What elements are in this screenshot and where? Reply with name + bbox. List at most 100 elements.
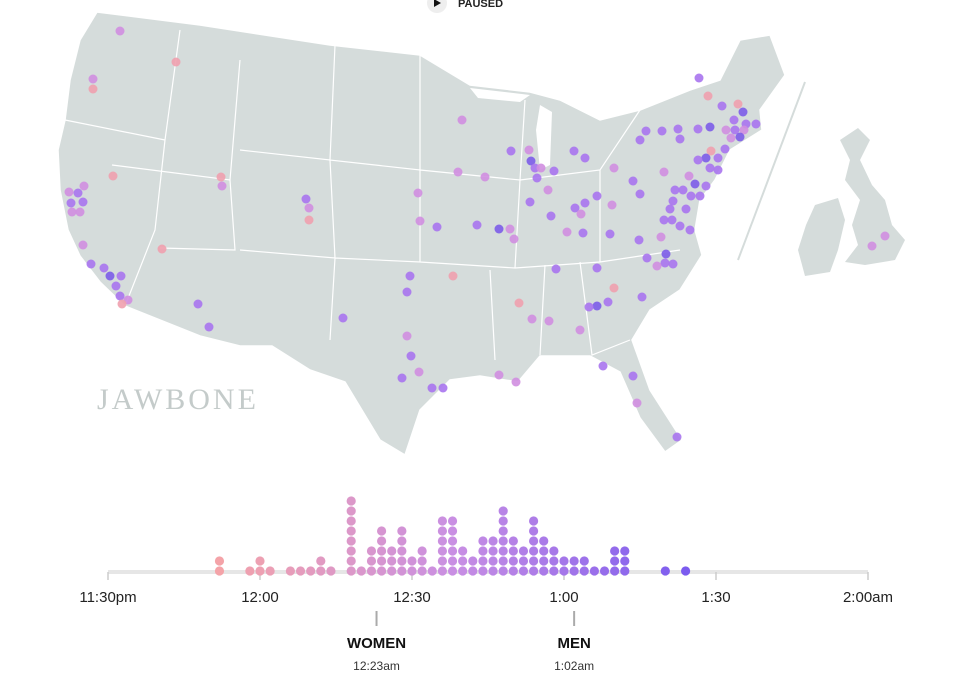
map-dot (64, 187, 74, 197)
time-dot (326, 566, 336, 576)
time-dot (569, 556, 579, 566)
map-dot (685, 225, 695, 235)
map-dot (603, 297, 613, 307)
x-tick-label: 11:30pm (79, 589, 136, 606)
map-dot (402, 331, 412, 341)
map-dot (672, 432, 682, 442)
map-dot (527, 314, 537, 324)
lake (536, 105, 552, 170)
annotation-time: 12:23am (353, 659, 400, 673)
map-dot (514, 298, 524, 308)
map-dot (526, 156, 536, 166)
time-dot (214, 566, 225, 576)
map-dot (216, 172, 226, 182)
play-button[interactable] (427, 0, 447, 13)
time-dot (478, 546, 488, 556)
map-dot (609, 283, 619, 293)
map-dot (717, 101, 727, 111)
map-dot (667, 215, 677, 225)
map-dot (694, 73, 704, 83)
annotation-name: WOMEN (347, 635, 406, 652)
time-dot (377, 556, 387, 566)
time-dot (529, 566, 539, 576)
time-dot (488, 546, 498, 556)
map-dot (668, 196, 678, 206)
time-dot (417, 566, 427, 576)
time-dot (549, 566, 559, 576)
time-dot (407, 566, 417, 576)
timeline: 11:30pm 12:00 12:30 1:00 1:30 2:00am WOMEN 12:2… (79, 496, 893, 673)
time-dot (498, 506, 508, 516)
time-dot (377, 566, 387, 576)
map-dot (701, 153, 711, 163)
time-dot (559, 556, 569, 566)
time-dot (316, 566, 326, 576)
map-dot (592, 263, 602, 273)
map-dot (665, 204, 675, 214)
map-dot (304, 203, 314, 213)
brand-logo: JAWBONE (97, 383, 259, 416)
time-dot (620, 566, 630, 576)
map-dot (706, 146, 716, 156)
map-dot (532, 173, 542, 183)
time-dot (488, 556, 498, 566)
time-dot (468, 566, 478, 576)
time-dot (458, 566, 468, 576)
time-dot (397, 556, 407, 566)
map-dot (448, 271, 458, 281)
time-dot (447, 516, 458, 526)
time-dot (245, 566, 255, 576)
map-dot (217, 181, 227, 191)
time-dot (529, 526, 539, 536)
map-dot (628, 176, 638, 186)
map-dot (713, 153, 723, 163)
map-dot (632, 398, 642, 408)
map-dot (675, 221, 685, 231)
map-dot (67, 207, 77, 217)
x-tick-label: 12:30 (393, 589, 431, 606)
map-dot (511, 377, 521, 387)
time-dot (346, 546, 356, 556)
time-dot (478, 566, 488, 576)
time-dot (366, 556, 377, 566)
time-dot (437, 526, 447, 536)
time-dot (377, 546, 387, 556)
map-dot (413, 188, 423, 198)
time-dot (498, 566, 508, 576)
time-dot (387, 556, 397, 566)
x-tick-label: 1:00 (549, 589, 578, 606)
time-dot (265, 566, 275, 576)
map-dot (580, 198, 590, 208)
map-dot (576, 209, 586, 219)
map-dot (78, 240, 88, 250)
map-dot (86, 259, 96, 269)
time-dot (498, 516, 508, 526)
map-dot (705, 122, 715, 132)
time-dot (478, 536, 488, 546)
map-dot (657, 126, 667, 136)
map-dot (703, 91, 713, 101)
map-dot (562, 227, 572, 237)
time-dot (377, 536, 387, 546)
time-dot (498, 556, 508, 566)
time-dot (295, 566, 306, 576)
annotation-name: MEN (557, 635, 590, 652)
map-dot (607, 200, 617, 210)
map-dot (193, 299, 203, 309)
time-dot (397, 536, 407, 546)
map-dot (569, 146, 579, 156)
time-dot (660, 566, 670, 576)
map-dot (635, 189, 645, 199)
map-dot (88, 74, 98, 84)
map-dot (584, 302, 594, 312)
map-dot (634, 235, 644, 245)
time-dot (488, 536, 498, 546)
us-map (57, 11, 786, 457)
map-dot (693, 155, 703, 165)
map-dot (735, 132, 745, 142)
x-tick-label: 2:00am (843, 589, 893, 606)
map-dot (690, 179, 700, 189)
time-dot (508, 566, 518, 576)
map-dot (592, 301, 602, 311)
